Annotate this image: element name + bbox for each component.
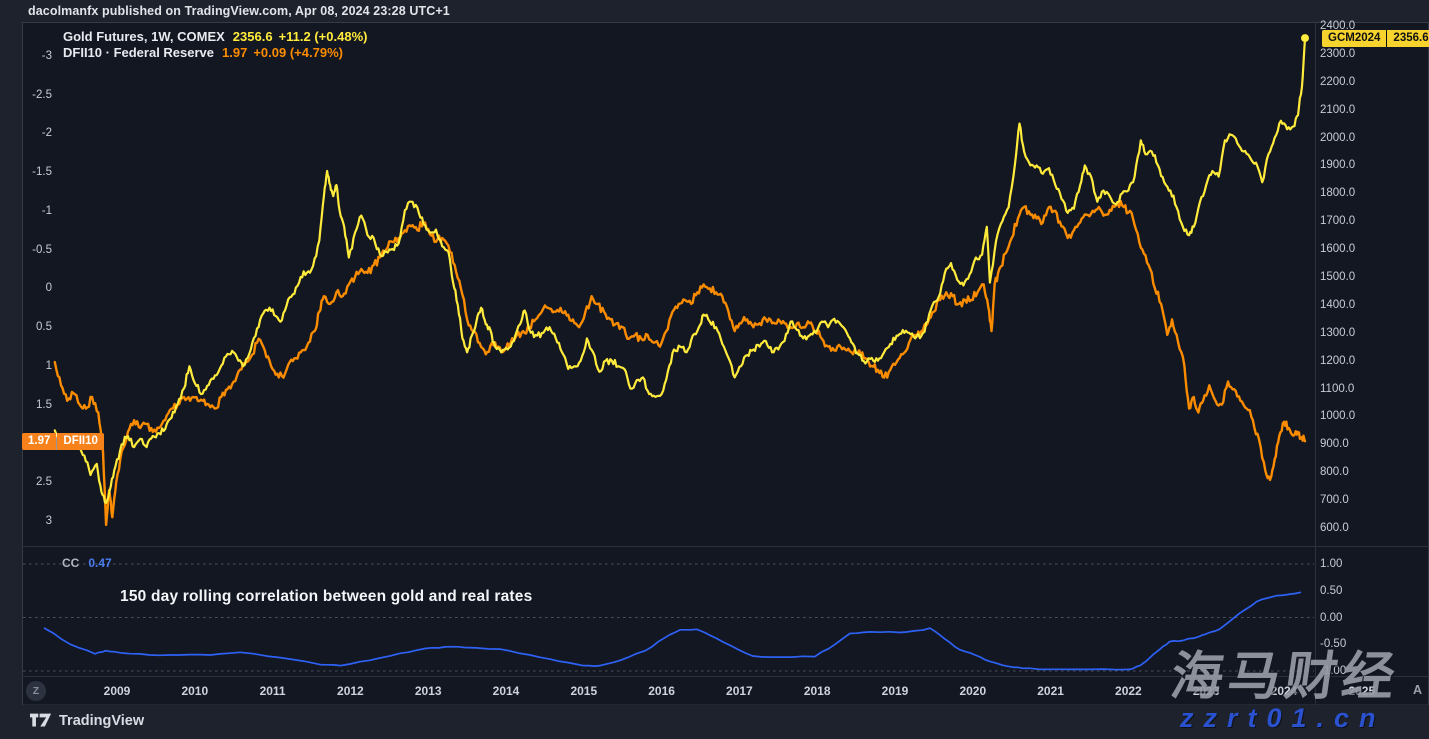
gold-badge-price: 2356.6 bbox=[1387, 30, 1429, 47]
gold-series-title: Gold Futures, 1W, COMEX bbox=[63, 29, 225, 44]
watermark-cjk: 海马财经 bbox=[1167, 647, 1404, 707]
year-label: 2016 bbox=[648, 684, 675, 698]
left-scale-tick: -2.5 bbox=[32, 88, 52, 101]
chart-annotation-text: 150 day rolling correlation between gold… bbox=[120, 588, 533, 605]
year-label: 2012 bbox=[337, 684, 364, 698]
tradingview-link[interactable]: TradingView bbox=[30, 713, 144, 729]
tradingview-logo-icon bbox=[30, 713, 52, 727]
right-scale-tick: 2400.0 bbox=[1320, 20, 1356, 32]
right-scale-tick: 2100.0 bbox=[1320, 103, 1356, 116]
dfii-badge-price: 1.97 bbox=[22, 433, 57, 450]
left-scale-tick: 1 bbox=[45, 359, 52, 372]
left-scale-tick: 0 bbox=[45, 282, 52, 295]
right-scale-tick: 1900.0 bbox=[1320, 159, 1356, 172]
indicator-value: 0.47 bbox=[88, 556, 112, 570]
left-scale-tick: 3 bbox=[45, 515, 52, 528]
dfii-badge-symbol: DFII10 bbox=[57, 433, 104, 450]
left-scale-tick: -1.5 bbox=[32, 166, 52, 179]
attribution-text: dacolmanfx published on TradingView.com,… bbox=[28, 4, 450, 18]
badge-divider bbox=[56, 433, 58, 450]
cc-scale-tick: -0.50 bbox=[1320, 638, 1347, 651]
left-scale-tick: -0.5 bbox=[32, 243, 52, 256]
publisher-avatar[interactable]: Z bbox=[26, 681, 46, 701]
gold-series-change: +11.2 (+0.48%) bbox=[278, 29, 368, 44]
indicator-legend: CC 0.47 bbox=[62, 556, 112, 570]
cc-scale-tick: 1.00 bbox=[1320, 558, 1343, 570]
legend: Gold Futures, 1W, COMEX 2356.6 +11.2 (+0.4… bbox=[63, 29, 367, 60]
badge-divider bbox=[1386, 30, 1388, 47]
left-scale-tick: 0.5 bbox=[36, 321, 52, 334]
legend-row-dfii: DFII10 · Federal Reserve 1.97 +0.09 (+4.79… bbox=[63, 45, 367, 61]
year-label: 2022 bbox=[1115, 684, 1142, 698]
left-price-scale[interactable]: -3-2.5-2-1.5-1-0.500.511.522.53 bbox=[22, 22, 52, 546]
left-scale-tick: 1.5 bbox=[36, 398, 52, 411]
dfii-series-price: 1.97 bbox=[222, 44, 248, 60]
year-label: 2021 bbox=[1037, 684, 1064, 698]
cc-scale-tick: -1.00 bbox=[1320, 665, 1347, 677]
right-scale-tick: 900.0 bbox=[1320, 438, 1349, 451]
watermark-domain: zzrt01.cn bbox=[1180, 703, 1386, 733]
year-label: 2024 bbox=[1270, 684, 1298, 698]
right-scale-tick: 1100.0 bbox=[1320, 382, 1355, 395]
year-label: 2010 bbox=[181, 684, 209, 698]
dfii-price-badge: 1.97 DFII10 bbox=[22, 433, 104, 450]
gold-badge-symbol: GCM2024 bbox=[1322, 30, 1387, 47]
gold-series-price: 2356.6 bbox=[232, 29, 273, 44]
indicator-label: CC bbox=[62, 556, 80, 570]
right-scale-tick: 1500.0 bbox=[1320, 270, 1356, 283]
footer-bar: TradingView bbox=[0, 705, 1429, 739]
left-scale-tick: -1 bbox=[41, 204, 52, 217]
year-label: 2015 bbox=[570, 684, 598, 698]
year-label: 2019 bbox=[881, 684, 909, 698]
dfii-series-change: +0.09 (+4.79%) bbox=[253, 44, 343, 60]
right-scale-tick: 1700.0 bbox=[1320, 215, 1356, 228]
right-scale-tick: 1200.0 bbox=[1320, 354, 1356, 367]
tradingview-brand-text: TradingView bbox=[59, 713, 145, 729]
right-scale-tick: 600.0 bbox=[1320, 522, 1349, 534]
left-scale-tick: -2 bbox=[41, 127, 52, 140]
year-label: 2011 bbox=[259, 684, 286, 698]
watermark-corner-glyph: A bbox=[1413, 683, 1423, 697]
year-label: 2014 bbox=[492, 684, 520, 698]
right-scale-tick: 1800.0 bbox=[1320, 187, 1356, 200]
legend-row-gold: Gold Futures, 1W, COMEX 2356.6 +11.2 (+0.4… bbox=[63, 29, 367, 45]
gold-price-badge: GCM2024 2356.6 bbox=[1322, 30, 1429, 47]
year-label: 2020 bbox=[959, 684, 987, 698]
year-label: 2023 bbox=[1192, 684, 1220, 698]
cc-scale-tick: 0.50 bbox=[1320, 584, 1343, 597]
time-scale[interactable]: Z A 2009 2010 2011 2012 2013 2014 2015 2016 2017… bbox=[22, 677, 1429, 705]
year-label: 2018 bbox=[803, 684, 831, 698]
right-scale-tick: 1300.0 bbox=[1320, 326, 1356, 339]
right-scale-tick: 1000.0 bbox=[1320, 410, 1356, 423]
year-label: 2013 bbox=[414, 684, 442, 698]
right-price-scale[interactable]: 2400.0 2300.0 2200.0 2100.0 2000.0 1900.0 1800… bbox=[1320, 20, 1390, 546]
right-scale-tick: 800.0 bbox=[1320, 466, 1349, 479]
year-label: 2009 bbox=[103, 684, 131, 698]
year-label: 2017 bbox=[726, 684, 753, 698]
year-label: 2025 bbox=[1348, 684, 1376, 698]
right-scale-tick: 1600.0 bbox=[1320, 243, 1356, 256]
right-scale-tick: 2200.0 bbox=[1320, 75, 1356, 88]
right-scale-tick: 2300.0 bbox=[1320, 47, 1356, 60]
cc-scale-tick: 0.00 bbox=[1320, 611, 1343, 624]
dfii-series-title: DFII10 · Federal Reserve bbox=[63, 44, 215, 60]
left-scale-tick: 2.5 bbox=[36, 476, 52, 489]
left-scale-tick: -3 bbox=[41, 49, 52, 62]
attribution-bar: dacolmanfx published on TradingView.com,… bbox=[28, 4, 450, 20]
right-scale-tick: 2000.0 bbox=[1320, 131, 1356, 144]
right-scale-tick: 1400.0 bbox=[1320, 298, 1356, 311]
indicator-scale[interactable]: 1.00 0.50 0.00 -0.50 -1.00 bbox=[1320, 547, 1390, 677]
right-scale-tick: 700.0 bbox=[1320, 494, 1349, 507]
